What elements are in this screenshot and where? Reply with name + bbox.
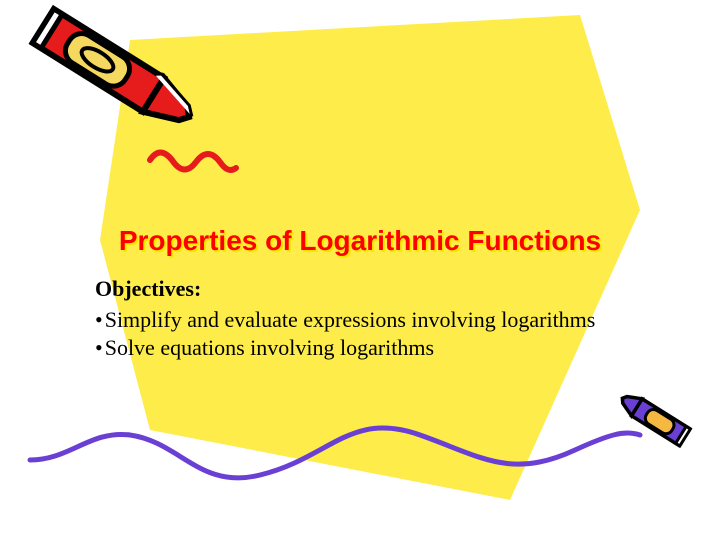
objectives-heading: Objectives: (95, 275, 595, 304)
objective-item: Simplify and evaluate expressions involv… (95, 306, 595, 335)
slide-title: Properties of Logarithmic Functions (60, 225, 660, 257)
purple-crayon-icon (20, 380, 720, 520)
objective-item: Solve equations involving logarithms (95, 334, 595, 363)
objectives-block: Objectives: Simplify and evaluate expres… (95, 275, 595, 363)
red-crayon-icon (10, 0, 240, 200)
